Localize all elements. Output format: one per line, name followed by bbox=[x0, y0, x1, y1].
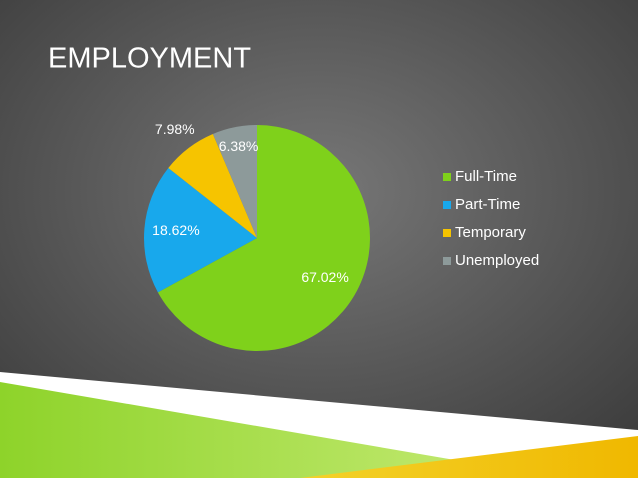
legend-label: Full-Time bbox=[455, 168, 517, 185]
legend-label: Temporary bbox=[455, 224, 526, 241]
pie-slice bbox=[144, 167, 257, 293]
data-label: 6.38% bbox=[219, 138, 259, 154]
legend: Full-Time Part-Time Temporary Unemployed bbox=[443, 168, 539, 269]
legend-swatch bbox=[443, 201, 451, 209]
legend-swatch bbox=[443, 257, 451, 265]
data-label: 18.62% bbox=[152, 222, 199, 238]
pie: 67.02% 18.62% 7.98% 6.38% bbox=[144, 121, 370, 351]
pie-slice bbox=[212, 125, 257, 238]
chart-title: EMPLOYMENT bbox=[48, 43, 251, 75]
data-label: 7.98% bbox=[155, 121, 195, 137]
legend-label: Unemployed bbox=[455, 252, 539, 269]
pie-slice bbox=[157, 125, 370, 351]
legend-swatch bbox=[443, 173, 451, 181]
pie-slice bbox=[168, 133, 257, 238]
stripe-green bbox=[0, 382, 560, 478]
stripe-yellow bbox=[300, 436, 638, 478]
legend-label: Part-Time bbox=[455, 196, 520, 213]
data-label: 67.02% bbox=[301, 269, 348, 285]
legend-swatch bbox=[443, 229, 451, 237]
